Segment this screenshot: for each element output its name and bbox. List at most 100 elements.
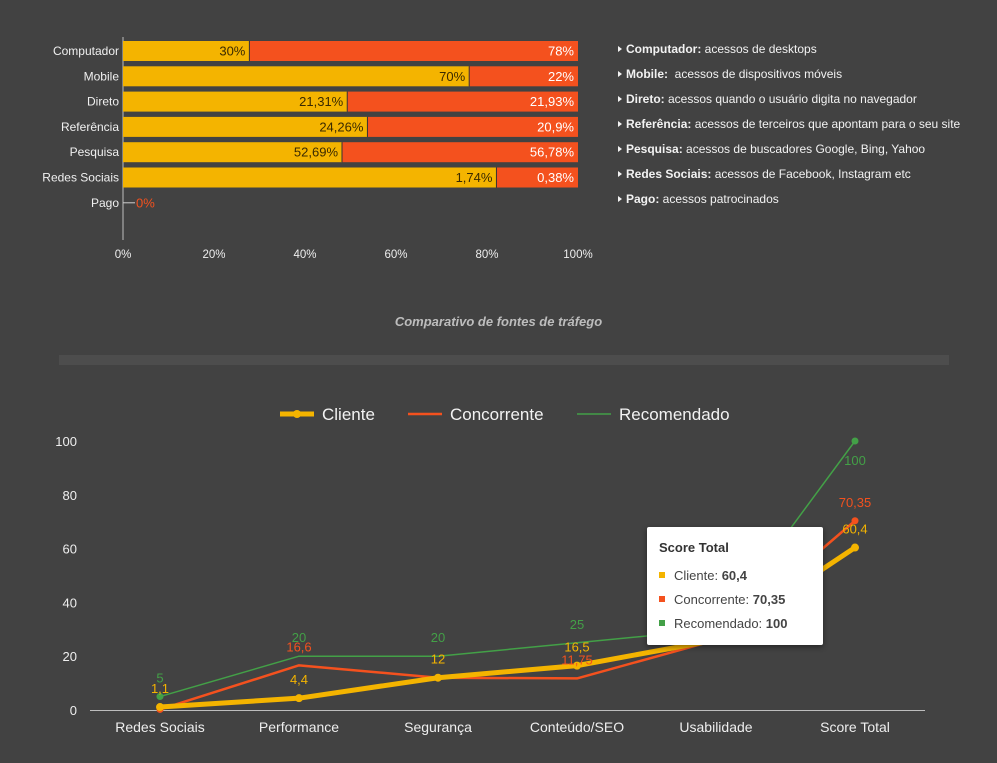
bar-segment-secondary — [367, 116, 578, 137]
y-tick-label: 80 — [63, 488, 77, 503]
legend-term: Pago: — [626, 192, 660, 206]
legend-label-cliente: Cliente — [322, 405, 375, 424]
caret-right-icon — [618, 46, 622, 52]
tooltip-swatch-cliente — [659, 572, 665, 578]
point-label: 60,4 — [842, 522, 867, 537]
point-label: 16,5 — [564, 640, 589, 655]
bar-segment-secondary — [347, 91, 578, 112]
bar-value-label: 22% — [548, 69, 574, 84]
x-tick-label: Performance — [259, 719, 339, 735]
tooltip-label: Cliente: — [674, 568, 722, 583]
section-divider — [59, 355, 949, 365]
legend-label-recomendado: Recomendado — [619, 405, 730, 424]
y-tick-label: 20 — [63, 649, 77, 664]
bar-value-label: 70% — [439, 69, 465, 84]
category-label: Pesquisa — [70, 145, 120, 159]
data-point — [156, 703, 164, 712]
legend-item: Computador: acessos de desktops — [618, 41, 988, 66]
category-label: Direto — [87, 95, 119, 109]
section-title: Comparativo de fontes de tráfego — [394, 314, 603, 329]
bar-segment-secondary — [342, 142, 578, 163]
tooltip-swatch-recomendado — [659, 620, 665, 626]
legend-desc: acessos de Facebook, Instagram etc — [711, 167, 911, 181]
chart-tooltip: Score Total Cliente: 60,4 Concorrente: 7… — [647, 527, 823, 645]
legend-item: Pesquisa: acessos de buscadores Google, … — [618, 141, 988, 166]
point-label: 11,75 — [561, 652, 593, 667]
point-label: 20 — [292, 630, 306, 645]
y-tick-label: 60 — [63, 542, 77, 557]
point-label: 1,1 — [151, 681, 169, 696]
bar-value-label: 30% — [219, 44, 245, 59]
legend-desc: acessos patrocinados — [659, 192, 779, 206]
legend-item: Mobile: acessos de dispositivos móveis — [618, 66, 988, 91]
point-label: 4,4 — [290, 672, 308, 687]
tooltip-title: Score Total — [659, 540, 729, 555]
legend-swatch-dot — [293, 410, 301, 418]
tooltip-row-cliente: Cliente: 60,4 — [659, 568, 747, 583]
caret-right-icon — [618, 96, 622, 102]
y-tick-label: 100 — [55, 434, 77, 449]
bar-segment-primary — [123, 116, 368, 137]
bar-value-label: 52,69% — [294, 145, 339, 160]
bar-segment-primary — [123, 167, 497, 188]
bar-value-label: 56,78% — [530, 145, 575, 160]
legend-desc: acessos quando o usuário digita no naveg… — [664, 92, 917, 106]
bar-value-label: 21,93% — [530, 94, 575, 109]
y-tick-label: 40 — [63, 595, 77, 610]
tooltip-row-recomendado: Recomendado: 100 — [659, 616, 787, 631]
point-label: 70,35 — [839, 495, 872, 510]
x-tick-label: 0% — [115, 249, 132, 261]
caret-right-icon — [618, 71, 622, 77]
traffic-bar-chart: 0% 20% 40% 60% 80% 100% Computador 30% 78% Mobile… — [42, 37, 593, 261]
bar-value-label: 20,9% — [537, 119, 574, 134]
data-point — [295, 694, 303, 703]
data-point — [573, 661, 581, 670]
tooltip-value: 70,35 — [752, 592, 786, 607]
x-tick-label: 60% — [384, 249, 407, 261]
point-label: 16,6 — [286, 639, 311, 654]
bar-segment-primary — [123, 142, 343, 163]
data-point — [156, 693, 164, 701]
bar-value-label: 1,74% — [456, 170, 493, 185]
tooltip-value: 60,4 — [721, 568, 748, 583]
bar-segment-secondary — [249, 41, 578, 61]
caret-right-icon — [618, 146, 622, 152]
category-label: Referência — [61, 120, 119, 134]
bar-value-label: 0% — [136, 195, 155, 210]
legend-term: Referência: — [626, 117, 692, 131]
x-tick-label: 40% — [293, 249, 316, 261]
caret-right-icon — [618, 121, 622, 127]
legend-item: Pago: acessos patrocinados — [618, 191, 988, 216]
tooltip-label: Recomendado: — [674, 616, 766, 631]
tooltip-swatch-concorrente — [659, 596, 665, 602]
data-point — [851, 543, 859, 552]
legend-item: Direto: acessos quando o usuário digita … — [618, 91, 988, 116]
caret-right-icon — [618, 196, 622, 202]
bar-segment-secondary — [469, 66, 578, 87]
x-tick-label: 20% — [202, 249, 225, 261]
tooltip-row-concorrente: Concorrente: 70,35 — [659, 592, 785, 607]
bar-segment-primary — [123, 66, 470, 87]
category-label: Computador — [53, 44, 119, 58]
legend-item: Referência: acessos de terceiros que apo… — [618, 116, 988, 141]
category-label: Mobile — [84, 69, 120, 83]
legend-desc: acessos de buscadores Google, Bing, Yaho… — [682, 142, 926, 156]
bar-segment-primary — [123, 91, 348, 112]
category-label: Pago — [91, 196, 119, 210]
x-tick-label: 100% — [563, 249, 592, 261]
legend-term: Pesquisa: — [626, 142, 683, 156]
bar-value-label: 24,26% — [319, 119, 364, 134]
data-point — [851, 437, 859, 445]
tooltip-label: Concorrente: — [674, 592, 753, 607]
legend-term: Direto: — [626, 92, 665, 106]
x-tick-label: Segurança — [404, 719, 472, 735]
data-point — [434, 673, 442, 682]
y-tick-label: 0 — [70, 703, 77, 718]
category-label: Redes Sociais — [42, 171, 119, 185]
legend-label-concorrente: Concorrente — [450, 405, 544, 424]
bar-segment-primary — [123, 41, 250, 61]
x-tick-label: Score Total — [820, 719, 890, 735]
x-tick-label: Redes Sociais — [115, 719, 205, 735]
x-tick-label: 80% — [475, 249, 498, 261]
